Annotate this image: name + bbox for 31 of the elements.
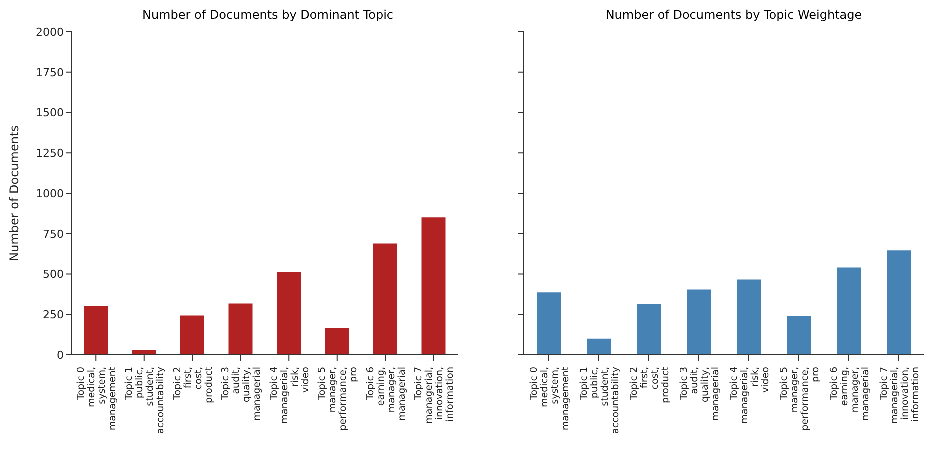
- x-tick-label: Topic 5 manager, performance, pro: [778, 366, 822, 431]
- bar: [228, 304, 253, 355]
- y-tick-label: 1000: [36, 187, 64, 200]
- y-tick-label: 500: [43, 268, 64, 282]
- x-tick-label: Topic 0 medical, system, management: [76, 366, 118, 431]
- chart-title: Number of Documents by Topic Weightage: [604, 8, 864, 24]
- bar: [887, 250, 911, 355]
- y-tick-label: 250: [43, 308, 64, 322]
- bar: [422, 218, 446, 355]
- bar: [277, 272, 301, 355]
- bar: [374, 244, 398, 355]
- x-tick-label: Topic 5 manager, performance, pro: [317, 366, 360, 431]
- y-tick-label: 0: [57, 348, 64, 362]
- bar: [737, 280, 761, 355]
- bar: [687, 290, 711, 355]
- bar: [537, 292, 561, 355]
- y-tick-label: 750: [43, 228, 64, 241]
- x-tick-label: Topic 0 medical, system, management: [528, 366, 572, 431]
- bar: [787, 316, 811, 355]
- y-tick-label: 2000: [36, 26, 64, 39]
- bar: [84, 306, 108, 355]
- y-tick-label: 1500: [36, 106, 64, 120]
- y-tick-label: 1250: [36, 147, 64, 160]
- bar: [325, 328, 350, 355]
- bar: [837, 268, 861, 355]
- bar: [180, 316, 204, 355]
- bar: [587, 338, 611, 355]
- chart-title: Number of Documents by Dominant Topic: [141, 8, 395, 24]
- bar: [637, 304, 661, 355]
- y-tick-label: 1750: [36, 66, 64, 80]
- y-axis-title: Number of Documents: [7, 126, 22, 262]
